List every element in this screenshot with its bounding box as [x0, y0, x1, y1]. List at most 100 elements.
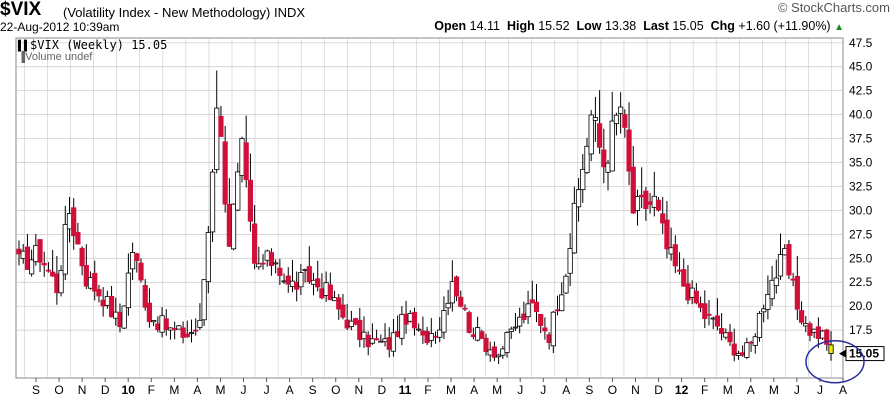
candle-body — [66, 212, 73, 230]
candle-body — [580, 168, 586, 191]
candle-body — [151, 320, 157, 323]
candle-body — [226, 203, 232, 247]
candle-body — [474, 327, 481, 341]
candle-body — [117, 311, 123, 328]
x-tick-label: D — [654, 383, 663, 397]
candle-body — [193, 329, 199, 332]
candle-body — [727, 331, 733, 343]
x-tick-label: F — [148, 383, 155, 397]
candle-body — [399, 314, 405, 339]
y-tick-label: 42.5 — [849, 84, 873, 98]
candle-body — [432, 335, 439, 338]
x-tick-label: A — [839, 383, 847, 397]
candle-body — [685, 283, 691, 301]
candle-body — [104, 296, 110, 306]
y-tick-label: 22.5 — [849, 275, 873, 289]
candle-body — [605, 162, 611, 173]
candle-body — [626, 129, 632, 172]
candle-body — [584, 145, 590, 174]
highlight-circle — [805, 339, 865, 384]
candle-body — [714, 315, 721, 327]
x-tick-label: A — [286, 383, 294, 397]
quote-summary: Open 14.11 High 15.52 Low 13.38 Last 15.… — [434, 19, 844, 33]
candle-body — [323, 282, 329, 296]
quote-datetime: 22-Aug-2012 10:39am — [0, 20, 120, 34]
x-tick-label: N — [78, 383, 87, 397]
candle-body — [765, 293, 771, 310]
candle-body — [773, 277, 779, 287]
candle-body — [655, 199, 662, 211]
x-tick-label: 11 — [399, 383, 412, 397]
candle-body — [138, 262, 144, 281]
last-value: 15.05 — [672, 19, 704, 33]
candle-body — [24, 246, 31, 270]
candle-body — [155, 323, 161, 330]
candle-body — [597, 123, 603, 148]
high-value: 15.52 — [538, 19, 570, 33]
candle-body — [782, 248, 788, 256]
candle-body — [554, 309, 561, 312]
candle-body — [62, 224, 68, 275]
chart-header: $VIX (Volatility Index - New Methodology… — [0, 0, 896, 38]
y-tick-label: 45.0 — [849, 60, 873, 74]
candle-body — [100, 299, 106, 307]
candle-body — [319, 288, 325, 299]
x-tick-label: M — [215, 383, 225, 397]
x-tick-label: J — [241, 383, 247, 397]
candle-body — [824, 329, 830, 345]
x-tick-label: M — [169, 383, 179, 397]
candle-body — [201, 279, 207, 321]
x-tick-label: F — [701, 383, 708, 397]
candle-body — [113, 311, 119, 319]
x-tick-label: N — [631, 383, 640, 397]
x-tick-label: O — [331, 383, 340, 397]
x-tick-label: M — [492, 383, 502, 397]
candle-body — [33, 245, 39, 263]
candle-body — [357, 319, 363, 340]
x-tick-label: 12 — [675, 383, 689, 397]
candle-body — [588, 114, 594, 155]
candle-body — [660, 213, 666, 224]
x-tick-label: A — [562, 383, 570, 397]
candle-body — [483, 337, 489, 352]
x-tick-label: A — [470, 383, 478, 397]
candle-body — [445, 302, 451, 309]
candle-body — [710, 317, 716, 320]
x-tick-label: J — [517, 383, 523, 397]
candle-body — [188, 332, 195, 335]
candle-body — [504, 332, 510, 353]
candle-body — [559, 294, 565, 312]
candle-body — [462, 307, 468, 310]
candle-body — [285, 275, 291, 285]
candle-body — [176, 325, 182, 330]
candle-body — [16, 248, 22, 255]
candle-body — [281, 280, 287, 283]
candle-body — [378, 340, 384, 343]
candle-body — [647, 201, 653, 205]
candle-body — [777, 254, 784, 277]
candle-body — [129, 251, 136, 270]
candle-body — [41, 263, 47, 266]
candle-body — [407, 313, 413, 322]
candle-body — [243, 142, 249, 181]
candle-icon: ▌▌ — [18, 41, 31, 52]
candle-body — [302, 268, 308, 271]
candle-body — [45, 269, 52, 272]
candle-body — [470, 334, 476, 337]
candle-body — [639, 194, 645, 198]
candle-body — [252, 223, 258, 264]
candle-body — [517, 316, 523, 327]
candle-body — [411, 311, 418, 329]
candle-body — [441, 310, 447, 333]
candle-body — [54, 273, 60, 294]
candle-body — [512, 326, 519, 329]
candle-body — [458, 296, 464, 307]
candle-body — [197, 319, 203, 328]
candle-body — [719, 327, 725, 334]
candle-body — [87, 277, 94, 289]
volume-bar-icon: ▐ — [18, 52, 26, 63]
candle-body — [437, 329, 443, 338]
candle-body — [521, 313, 527, 321]
candle-body — [613, 114, 620, 124]
candle-body — [75, 232, 81, 245]
